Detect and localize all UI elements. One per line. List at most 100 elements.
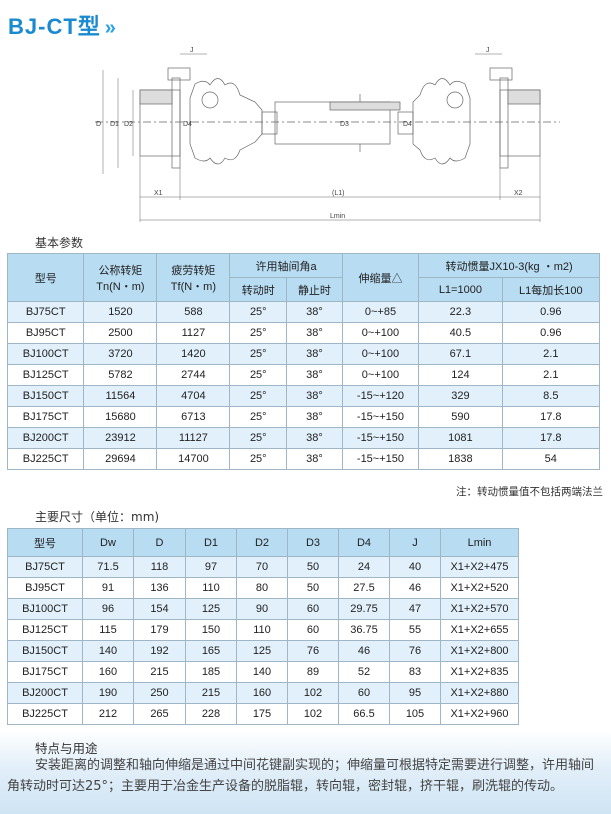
table-cell: 25° (229, 343, 288, 365)
header-angle: 许用轴间角a (229, 253, 343, 278)
table-cell: 22.3 (418, 301, 503, 323)
label-d2: D2 (124, 121, 133, 128)
table-cell: 89 (287, 661, 339, 683)
table-row: BJ95CT 2500 1127 25° 38° 0~+100 40.5 0.96 (6, 322, 601, 344)
table-cell: 11127 (156, 427, 231, 449)
column-header: D3 (287, 528, 339, 557)
table-cell: 588 (156, 301, 231, 323)
table-cell: 23912 (83, 427, 158, 449)
basic-params-table: 型号 公称转矩 Tn(N・m) 疲劳转矩 Tf(N・m) 许用轴间角a 伸缩量△ 转… (6, 253, 601, 470)
label-j-left: J (190, 47, 194, 54)
table-cell: 150 (185, 619, 237, 641)
table-cell: X1+X2+880 (440, 682, 519, 704)
inertia-note: 注：转动惯量值不包括两端法兰 (456, 486, 603, 498)
table-cell: X1+X2+835 (440, 661, 519, 683)
table-cell: 0~+85 (341, 301, 420, 323)
table-cell: X1+X2+960 (440, 703, 519, 725)
label-x1: X1 (154, 190, 163, 197)
table-cell: X1+X2+800 (440, 640, 519, 662)
table-cell: 2.1 (501, 343, 601, 365)
table-cell: 102 (287, 682, 339, 704)
table-cell: 124 (418, 364, 503, 386)
table-cell: 102 (287, 703, 339, 725)
table-cell: 1081 (418, 427, 503, 449)
left-joint (189, 78, 263, 165)
chevron-right-icon: » (104, 17, 117, 39)
table-cell: BJ75CT (6, 301, 85, 323)
table-cell: 38° (286, 322, 343, 344)
table-cell: 76 (389, 640, 441, 662)
table-cell: 24 (338, 556, 390, 578)
table-row: BJ175CT 160 215 185 140 89 52 83 X1+X2+835 (7, 661, 519, 683)
header-tf: 疲劳转矩 Tf(N・m) (156, 253, 231, 302)
table-cell: 118 (133, 556, 186, 578)
column-header: Lmin (440, 528, 519, 557)
table-cell: 71.5 (82, 556, 134, 578)
table-row: BJ75CT 1520 588 25° 38° 0~+85 22.3 0.96 (6, 301, 601, 323)
right-joint (412, 78, 471, 165)
features-text: 安装距离的调整和轴向伸缩是通过中间花键副实现的；伸缩量可根据特定需要进行调整，许… (7, 758, 595, 794)
table-cell: 55 (389, 619, 441, 641)
table-cell: 2500 (83, 322, 158, 344)
dimension-lines (102, 53, 541, 222)
title-text: BJ-CT型 (8, 14, 101, 39)
table-cell: 91 (82, 577, 134, 599)
label-d1: D1 (110, 121, 119, 128)
table-cell: BJ150CT (7, 640, 83, 662)
dimensions-table: 型号 Dw D D1 D2 D3 D4 J Lmin BJ75CT 71.5 118 97 70 50 24… (7, 528, 519, 725)
table-cell: BJ75CT (7, 556, 83, 578)
header-model: 型号 (6, 253, 85, 302)
table-cell: 165 (185, 640, 237, 662)
table-cell: X1+X2+520 (440, 577, 519, 599)
table-cell: 11564 (83, 385, 158, 407)
table-cell: 250 (133, 682, 186, 704)
right-flange (489, 67, 541, 169)
table-cell: 228 (185, 703, 237, 725)
label-d4-right: D4 (403, 121, 412, 128)
table-cell: 25° (229, 322, 288, 344)
table-cell: 215 (133, 661, 186, 683)
table-cell: 70 (236, 556, 288, 578)
table-row: BJ100CT 3720 1420 25° 38° 0~+100 67.1 2.1 (6, 343, 601, 365)
table-cell: 136 (133, 577, 186, 599)
table-cell: 105 (389, 703, 441, 725)
table-cell: 0.96 (501, 301, 601, 323)
table-cell: 140 (82, 640, 134, 662)
table-row: BJ75CT 71.5 118 97 70 50 24 40 X1+X2+475 (7, 556, 519, 578)
table-cell: 54 (501, 448, 601, 470)
table-cell: 0.96 (501, 322, 601, 344)
table-cell: 8.5 (501, 385, 601, 407)
table-cell: BJ150CT (6, 385, 85, 407)
table-cell: 50 (287, 556, 339, 578)
table-cell: 67.1 (418, 343, 503, 365)
table-cell: 329 (418, 385, 503, 407)
table-cell: 1520 (83, 301, 158, 323)
table-cell: BJ200CT (7, 682, 83, 704)
table-cell: 115 (82, 619, 134, 641)
table-cell: 25° (229, 427, 288, 449)
table-cell: 179 (133, 619, 186, 641)
table-cell: 25° (229, 448, 288, 470)
table-row: BJ125CT 5782 2744 25° 38° 0~+100 124 2.1 (6, 364, 601, 386)
column-header: Dw (82, 528, 134, 557)
table-cell: BJ100CT (7, 598, 83, 620)
table-cell: 1127 (156, 322, 231, 344)
table-cell: 110 (236, 619, 288, 641)
header-stretch: 伸缩量△ (341, 253, 420, 302)
label-d: D (96, 121, 101, 128)
table-cell: 60 (287, 598, 339, 620)
table-cell: 190 (82, 682, 134, 704)
label-lmin: Lmin (330, 213, 345, 220)
table-cell: BJ125CT (7, 619, 83, 641)
table-row: BJ95CT 91 136 110 80 50 27.5 46 X1+X2+520 (7, 577, 519, 599)
table-cell: 38° (286, 427, 343, 449)
header-tn: 公称转矩 Tn(N・m) (83, 253, 158, 302)
table-cell: 0~+100 (341, 343, 420, 365)
table-cell: 140 (236, 661, 288, 683)
table-cell: 38° (286, 364, 343, 386)
table-cell: 25° (229, 406, 288, 428)
table-cell: 25° (229, 301, 288, 323)
table-cell: 47 (389, 598, 441, 620)
page-title: BJ-CT型» (8, 9, 117, 41)
table-cell: 215 (185, 682, 237, 704)
